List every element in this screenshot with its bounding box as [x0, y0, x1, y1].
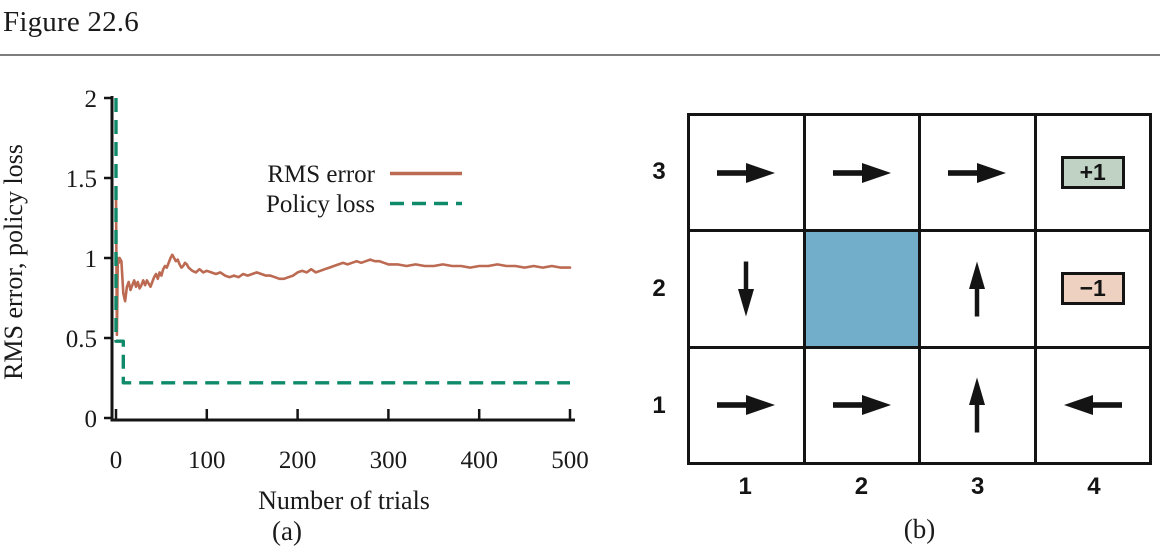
grid-cell-2-2-obstacle	[805, 232, 918, 346]
rms-error-line	[114, 192, 572, 337]
policy-arrow-right	[717, 162, 776, 183]
x-tick-label: 0	[110, 447, 123, 474]
policy-arrow-left	[1063, 395, 1122, 416]
arrow-down-icon	[738, 261, 755, 317]
x-tick-label: 300	[370, 447, 408, 474]
x-tick-label: 500	[551, 447, 589, 474]
grid-cell-4-2-terminal: −1	[1036, 232, 1149, 346]
policy-arrow-up	[948, 377, 1006, 433]
col-label-4: 4	[1087, 473, 1101, 500]
y-axis-ticks: 0 0.5 1 1.5 2	[66, 86, 112, 433]
rms-policy-chart: 0 0.5 1 1.5 2 0 100 200 300 400 500 RMS error, po…	[0, 86, 589, 546]
title-divider	[0, 54, 1160, 56]
arrow-right-icon	[832, 395, 891, 416]
policy-arrow-down	[717, 261, 775, 317]
col-label-3: 3	[970, 473, 985, 500]
x-tick-label: 100	[188, 447, 226, 474]
grid-cell-1-3-policy-right	[690, 116, 803, 230]
grid-world: +1 −1	[687, 113, 1152, 465]
policy-arrow-right	[717, 395, 776, 416]
arrow-right-icon	[832, 162, 891, 183]
y-tick-label: 0	[85, 406, 98, 433]
y-tick-label: 2	[85, 86, 98, 113]
terminal-reward-plus1: +1	[1060, 156, 1125, 190]
row-label-2: 2	[652, 274, 666, 302]
x-axis-label: Number of trials	[258, 486, 430, 515]
grid-cell-1-1-policy-right	[690, 348, 803, 462]
row-label-1: 1	[652, 392, 666, 420]
grid-row-labels: 3 2 1	[642, 113, 676, 465]
figure-title: Figure 22.6	[3, 6, 139, 38]
arrow-right-icon	[948, 162, 1007, 183]
grid-cell-1-2-policy-down	[690, 232, 803, 346]
policy-arrow-up	[948, 261, 1006, 317]
x-axis-ticks: 0 100 200 300 400 500	[110, 409, 589, 474]
grid-cell-3-2-policy-up	[921, 232, 1034, 346]
col-label-1: 1	[738, 473, 752, 500]
arrow-left-icon	[1063, 395, 1122, 416]
x-tick-label: 400	[460, 447, 498, 474]
policy-arrow-right	[832, 395, 891, 416]
row-label-3: 3	[652, 157, 666, 185]
grid-col-labels: 1 2 3 4	[687, 472, 1152, 502]
grid-cell-4-1-policy-left	[1036, 348, 1149, 462]
policy-arrow-right	[948, 162, 1007, 183]
policy-arrow-right	[832, 162, 891, 183]
col-label-2: 2	[854, 473, 869, 500]
terminal-reward-minus1: −1	[1060, 272, 1125, 306]
policy-loss-line	[114, 98, 570, 385]
y-tick-label: 1.5	[66, 166, 97, 193]
grid-cell-3-3-policy-right	[921, 116, 1034, 230]
arrow-up-icon	[969, 261, 986, 317]
grid-cell-3-1-policy-up	[921, 348, 1034, 462]
panel-a-caption: (a)	[272, 516, 302, 546]
grid-cell-2-1-policy-right	[805, 348, 918, 462]
grid-cell-2-3-policy-right	[805, 116, 918, 230]
arrow-up-icon	[969, 377, 986, 433]
legend: RMS error Policy loss	[266, 161, 462, 218]
panel-b-caption: (b)	[903, 514, 936, 544]
x-tick-label: 200	[279, 447, 317, 474]
y-axis-label: RMS error, policy loss	[0, 144, 28, 380]
grid-cell-4-3-terminal: +1	[1036, 116, 1149, 230]
arrow-right-icon	[717, 395, 776, 416]
legend-label-policy-loss: Policy loss	[266, 191, 375, 218]
y-tick-label: 1	[85, 246, 98, 273]
arrow-right-icon	[717, 162, 776, 183]
y-tick-label: 0.5	[66, 326, 97, 353]
legend-label-rms-error: RMS error	[267, 161, 375, 188]
